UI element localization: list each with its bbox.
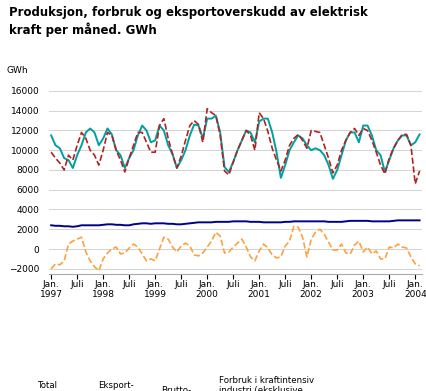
Legend: Total
produk-
sjon, Eksport-
over-
skudd, Brutto-
forbruk, Forbruk i kraftintens: Total produk- sjon, Eksport- over- skudd… (16, 376, 314, 391)
Text: Produksjon, forbruk og eksportoverskudd av elektrisk
kraft per måned. GWh: Produksjon, forbruk og eksportoverskudd … (9, 6, 367, 37)
Text: GWh: GWh (6, 66, 28, 75)
